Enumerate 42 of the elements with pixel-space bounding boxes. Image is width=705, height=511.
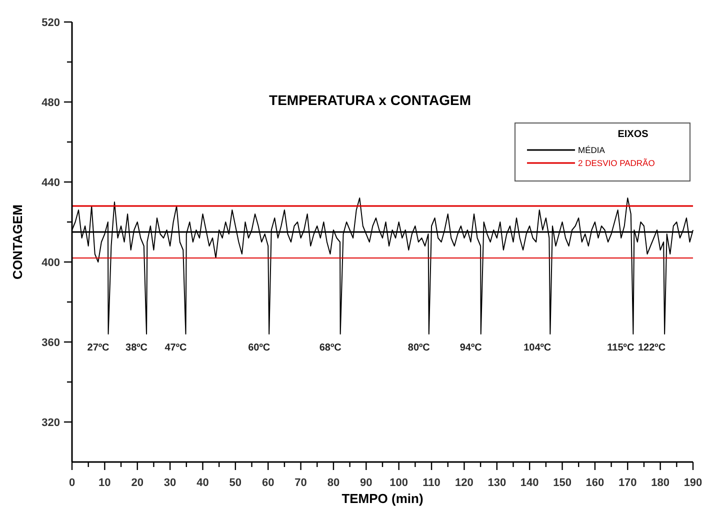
y-tick-label: 440 [42,176,60,189]
x-tick-label: 10 [98,476,111,489]
x-tick-label: 50 [229,476,242,489]
x-tick-label: 20 [131,476,144,489]
y-tick-label: 400 [42,256,60,269]
x-tick-label: 120 [455,476,474,489]
x-tick-label: 160 [586,476,604,489]
annotation: 122ºC [638,342,666,354]
annotation: 38ºC [126,342,148,354]
text: MÉDIA [578,144,606,155]
annotation: 27ºC [87,342,110,354]
text: TEMPERATURA x CONTAGEM [269,92,471,108]
x-tick-label: 80 [327,476,340,489]
x-tick-label: 110 [422,476,440,489]
x-tick-label: 190 [684,476,702,489]
y-tick-label: 520 [42,16,60,29]
x-tick-label: 0 [68,476,76,489]
x-tick-label: 30 [164,476,176,489]
x-tick-label: 90 [360,476,372,489]
annotation: 115ºC [607,342,634,354]
y-tick-label: 360 [42,336,60,349]
x-tick-label: 180 [651,476,670,489]
annotation: 60ºC [248,342,270,354]
x-tick-label: 140 [520,476,539,489]
y-tick-label: 480 [42,96,60,109]
x-tick-label: 100 [390,476,408,489]
x-tick-label: 150 [553,476,572,489]
annotation: 104ºC [524,342,552,354]
y-tick-label: 320 [42,416,60,429]
text: 2 DESVIO PADRÃO [578,158,656,168]
annotation: 94ºC [460,342,482,354]
y-axis-title: CONTAGEM [10,204,25,280]
x-tick-label: 40 [196,476,209,489]
annotation: 80ºC [408,342,430,354]
annotation: 68ºC [319,342,342,354]
x-axis-title: TEMPO (min) [342,491,424,506]
x-tick-label: 170 [618,476,637,489]
annotation: 47ºC [164,342,187,354]
x-tick-label: 60 [262,476,274,489]
legend-title: EIXOS [618,129,649,140]
x-tick-label: 70 [294,476,307,489]
x-tick-label: 130 [488,476,506,489]
